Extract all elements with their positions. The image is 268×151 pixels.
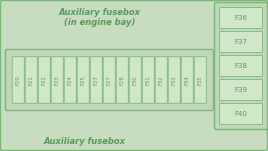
Text: F30: F30	[133, 75, 138, 85]
Text: F23: F23	[55, 75, 60, 85]
FancyBboxPatch shape	[219, 79, 262, 101]
Text: F24: F24	[68, 75, 73, 85]
FancyBboxPatch shape	[51, 57, 63, 103]
Text: Auxiliary fusebox: Auxiliary fusebox	[59, 8, 141, 17]
FancyBboxPatch shape	[194, 57, 206, 103]
Text: F25: F25	[81, 75, 86, 85]
Text: F21: F21	[29, 75, 34, 85]
Text: F31: F31	[146, 75, 151, 85]
Text: F35: F35	[198, 75, 203, 85]
Text: F32: F32	[159, 75, 164, 85]
Text: F38: F38	[234, 63, 248, 69]
Text: F27: F27	[107, 75, 112, 85]
FancyBboxPatch shape	[116, 57, 128, 103]
Text: F40: F40	[234, 111, 247, 117]
Text: F27: F27	[94, 75, 99, 85]
FancyBboxPatch shape	[219, 56, 262, 77]
FancyBboxPatch shape	[25, 57, 37, 103]
FancyBboxPatch shape	[168, 57, 180, 103]
FancyBboxPatch shape	[77, 57, 89, 103]
FancyBboxPatch shape	[6, 50, 214, 111]
Text: Auxiliary fusebox: Auxiliary fusebox	[44, 137, 126, 146]
Text: F34: F34	[185, 75, 190, 85]
FancyBboxPatch shape	[219, 8, 262, 29]
Text: F20: F20	[16, 75, 21, 85]
FancyBboxPatch shape	[64, 57, 76, 103]
FancyBboxPatch shape	[181, 57, 193, 103]
Text: (in engine bay): (in engine bay)	[64, 18, 136, 27]
FancyBboxPatch shape	[103, 57, 115, 103]
Text: F36: F36	[234, 15, 248, 21]
Text: F22: F22	[42, 75, 47, 85]
FancyBboxPatch shape	[38, 57, 50, 103]
FancyBboxPatch shape	[90, 57, 102, 103]
Text: F39: F39	[234, 87, 248, 93]
FancyBboxPatch shape	[219, 103, 262, 125]
FancyBboxPatch shape	[142, 57, 154, 103]
FancyBboxPatch shape	[219, 32, 262, 53]
FancyBboxPatch shape	[155, 57, 167, 103]
FancyBboxPatch shape	[214, 3, 267, 130]
Text: F37: F37	[234, 39, 248, 45]
FancyBboxPatch shape	[129, 57, 141, 103]
Text: F28: F28	[120, 75, 125, 85]
Text: F33: F33	[172, 75, 177, 85]
FancyBboxPatch shape	[12, 57, 24, 103]
